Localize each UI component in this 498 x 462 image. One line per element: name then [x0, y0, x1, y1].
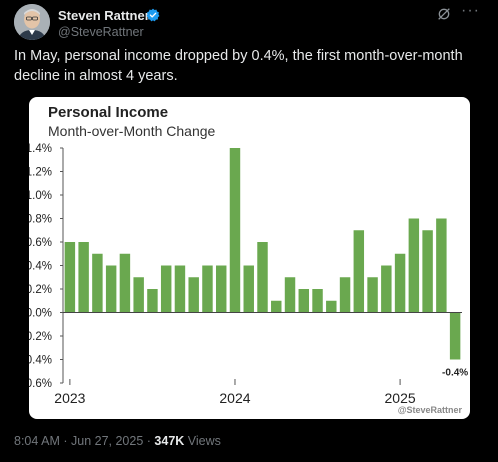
author-handle[interactable]: @SteveRattner — [58, 25, 144, 39]
chart-title: Personal Income — [48, 104, 169, 121]
y-tick-label: 1.2% — [29, 167, 52, 179]
bar — [147, 289, 158, 313]
bar — [92, 253, 103, 313]
bar — [436, 218, 447, 313]
grok-icon[interactable] — [436, 6, 452, 22]
tweet-header: Steven Rattner @SteveRattner ··· — [14, 2, 488, 44]
y-tick-label: 0.6% — [29, 237, 52, 249]
y-tick-label: -0.4% — [29, 355, 52, 367]
bar — [353, 230, 365, 313]
author-display-name[interactable]: Steven Rattner — [58, 8, 150, 23]
tweet-date[interactable]: Jun 27, 2025 — [71, 434, 144, 448]
y-tick-label: -0.2% — [29, 331, 52, 343]
y-tick-label: 0.8% — [29, 214, 52, 226]
avatar[interactable] — [14, 4, 50, 40]
bar — [367, 277, 378, 313]
x-tick-label: 2023 — [54, 390, 85, 406]
bar — [381, 265, 392, 313]
bar — [326, 300, 337, 313]
y-tick-label: -0.6% — [29, 378, 52, 390]
chart-subtitle: Month-over-Month Change — [48, 123, 216, 139]
bar — [229, 148, 241, 313]
bar — [394, 253, 406, 313]
tweet-text: In May, personal income dropped by 0.4%,… — [14, 48, 463, 84]
bar — [243, 265, 254, 313]
bar — [298, 289, 310, 313]
bar — [133, 277, 144, 313]
views-count[interactable]: 347K — [154, 434, 185, 448]
bar — [160, 265, 172, 313]
bar — [188, 277, 199, 313]
y-tick-label: 1.0% — [29, 190, 52, 202]
verified-badge-icon — [146, 8, 160, 22]
meta-separator: · — [146, 434, 155, 448]
bar — [257, 242, 268, 313]
y-tick-label: 0.2% — [29, 284, 52, 296]
y-tick-label: 1.4% — [29, 143, 52, 155]
tweet-time[interactable]: 8:04 AM — [14, 434, 60, 448]
bar — [422, 230, 433, 313]
bar-chart: 1.4% 1.2% 1.0% 0.8% 0.6% 0.4% 0.2% 0.0% -0.2% -0.… — [29, 143, 468, 406]
bar — [174, 265, 186, 313]
bar — [105, 265, 117, 313]
y-tick-label: 0.0% — [29, 308, 52, 320]
chart-image[interactable]: Personal Income Month-over-Month Change … — [29, 97, 470, 419]
x-tick-label: 2025 — [385, 390, 416, 406]
bar — [202, 265, 213, 313]
bar — [449, 312, 461, 360]
bar — [312, 289, 323, 313]
x-tick-label: 2024 — [219, 390, 250, 406]
bar — [119, 253, 131, 313]
chart-watermark: @SteveRattner — [397, 405, 462, 415]
bar — [215, 265, 227, 313]
meta-separator: · — [63, 434, 71, 448]
bar — [271, 300, 282, 313]
y-tick-label: 0.4% — [29, 261, 52, 273]
bar — [78, 242, 89, 313]
bar — [408, 218, 420, 313]
bar — [64, 242, 76, 313]
views-label: Views — [187, 434, 221, 448]
tweet-meta: 8:04 AM · Jun 27, 2025 · 347K Views — [14, 434, 221, 448]
bar — [284, 277, 296, 313]
data-label: -0.4% — [442, 368, 468, 379]
bar — [339, 277, 351, 313]
more-icon[interactable]: ··· — [461, 2, 480, 19]
